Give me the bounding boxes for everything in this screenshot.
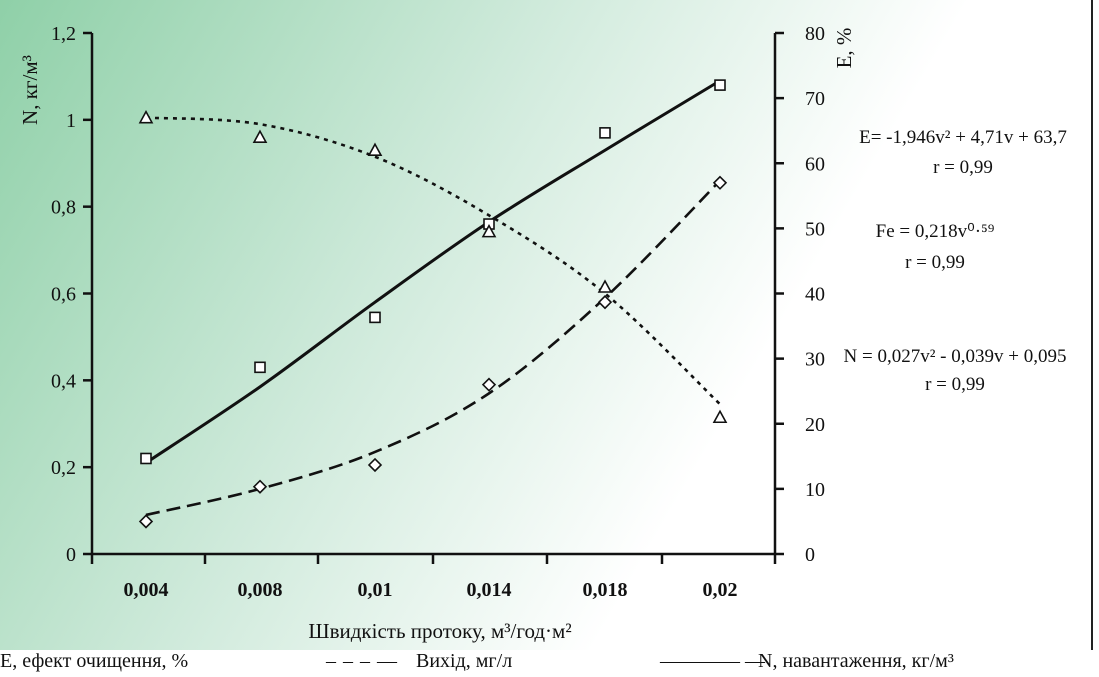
point-diamond bbox=[597, 295, 613, 310]
point-square bbox=[369, 311, 381, 324]
point-triangle bbox=[481, 223, 497, 238]
point-diamond bbox=[712, 175, 728, 190]
x-tick-label: 0,018 bbox=[583, 579, 628, 601]
series-line bbox=[145, 79, 721, 465]
left-tick-label: 1 bbox=[66, 110, 76, 132]
right-tick-label: 60 bbox=[805, 153, 825, 175]
left-tick-label: 0,4 bbox=[51, 370, 76, 392]
right-tick-label: 30 bbox=[805, 349, 825, 371]
x-tick-label: 0,01 bbox=[358, 579, 393, 601]
plot-marks bbox=[138, 79, 728, 529]
point-square bbox=[254, 361, 266, 374]
legend: E, ефект очищення, % – – – — Вихід, мг/л… bbox=[0, 650, 1099, 677]
annotation-line: E= -1,946v² + 4,71v + 63,7 bbox=[859, 127, 1067, 148]
point-triangle bbox=[712, 409, 728, 424]
point-diamond bbox=[252, 479, 268, 494]
annotation-line: r = 0,99 bbox=[933, 157, 993, 178]
left-axis-title: N, кг/м³ bbox=[18, 55, 42, 125]
annotation-line: N = 0,027v² - 0,039v + 0,095 bbox=[844, 346, 1067, 367]
point-diamond bbox=[138, 514, 154, 529]
left-tick-label: 0,2 bbox=[51, 457, 76, 479]
chart-background bbox=[0, 0, 1080, 650]
x-tick-label: 0,004 bbox=[124, 579, 169, 601]
legend-e-label: E, ефект очищення, % bbox=[0, 650, 189, 672]
point-triangle bbox=[597, 279, 613, 293]
annotation-line: Fe = 0,218v⁰·⁵⁹ bbox=[876, 221, 995, 242]
right-tick-label: 80 bbox=[805, 23, 825, 45]
series-line bbox=[145, 116, 721, 406]
x-axis-title: Швидкість протоку, м³/год·м² bbox=[308, 619, 571, 643]
legend-n-label: N, навантаження, кг/м³ bbox=[758, 650, 954, 672]
right-tick-label: 70 bbox=[805, 88, 825, 110]
left-tick-label: 0 bbox=[66, 544, 76, 566]
point-triangle bbox=[367, 142, 383, 157]
right-tick-label: 50 bbox=[805, 218, 825, 240]
point-diamond bbox=[367, 457, 383, 473]
annotations: E= -1,946v² + 4,71v + 63,7 r = 0,99 Fe = 0… bbox=[844, 127, 1067, 395]
legend-out-symbol: – – – — bbox=[326, 650, 398, 672]
right-tick-label: 10 bbox=[805, 479, 825, 501]
point-square bbox=[599, 127, 611, 139]
point-diamond bbox=[481, 377, 497, 392]
left-tick-label: 0,8 bbox=[51, 197, 76, 219]
axes: 0 0,2 0,4 0,6 0,8 1 1,2 0 10 20 30 40 50 60 70 80 0,004 0… bbox=[18, 23, 856, 643]
legend-out-label: Вихід, мг/л bbox=[416, 650, 513, 672]
left-tick-label: 0,6 bbox=[51, 284, 76, 306]
right-axis-title: E, % bbox=[832, 28, 856, 69]
point-square bbox=[140, 452, 152, 465]
annotation-line: r = 0,99 bbox=[905, 252, 965, 273]
point-triangle bbox=[252, 129, 268, 143]
x-tick-label: 0,014 bbox=[467, 579, 512, 601]
right-tick-label: 0 bbox=[805, 544, 815, 566]
x-tick-label: 0,02 bbox=[703, 579, 738, 601]
right-tick-label: 40 bbox=[805, 284, 825, 306]
right-tick-label: 20 bbox=[805, 414, 825, 436]
point-triangle bbox=[138, 109, 154, 124]
left-tick-label: 1,2 bbox=[51, 23, 76, 45]
x-tick-label: 0,008 bbox=[238, 579, 283, 601]
point-square bbox=[714, 79, 726, 91]
legend-n-symbol: ———— — bbox=[660, 650, 765, 672]
chart: 0 0,2 0,4 0,6 0,8 1 1,2 0 10 20 30 40 50 60 70 80 0,004 0… bbox=[0, 0, 1093, 650]
annotation-line: r = 0,99 bbox=[925, 374, 985, 395]
